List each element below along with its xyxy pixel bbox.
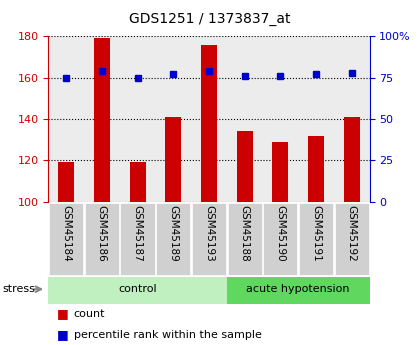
Text: GSM45192: GSM45192 [347,205,357,262]
Text: acute hypotension: acute hypotension [247,284,350,294]
Bar [120,36,155,202]
Bar [334,36,370,202]
FancyBboxPatch shape [48,277,227,304]
Bar [155,36,191,202]
Text: control: control [118,284,157,294]
Bar [191,36,227,202]
Text: GSM45186: GSM45186 [97,205,107,262]
FancyBboxPatch shape [156,203,190,275]
Bar [272,142,289,202]
Text: stress: stress [2,284,35,294]
FancyBboxPatch shape [263,203,297,275]
Bar [58,162,74,202]
Bar [236,131,253,202]
FancyBboxPatch shape [299,203,333,275]
Bar [308,136,324,202]
Bar [165,117,181,202]
Bar [298,36,334,202]
FancyBboxPatch shape [335,203,369,275]
Text: GDS1251 / 1373837_at: GDS1251 / 1373837_at [129,12,291,26]
Bar [84,36,120,202]
Bar [48,36,84,202]
Text: GSM45189: GSM45189 [168,205,178,262]
Bar [262,36,298,202]
Bar [227,36,262,202]
FancyBboxPatch shape [49,203,83,275]
Text: GSM45191: GSM45191 [311,205,321,262]
FancyBboxPatch shape [85,203,119,275]
Text: GSM45190: GSM45190 [276,205,285,262]
Text: GSM45193: GSM45193 [204,205,214,262]
Text: ■: ■ [57,328,68,341]
Bar [129,162,146,202]
Text: GSM45184: GSM45184 [61,205,71,262]
Text: GSM45187: GSM45187 [133,205,142,262]
FancyBboxPatch shape [192,203,226,275]
Text: percentile rank within the sample: percentile rank within the sample [74,330,261,339]
Bar [94,38,110,202]
FancyBboxPatch shape [121,203,155,275]
Text: GSM45188: GSM45188 [240,205,249,262]
Text: ■: ■ [57,307,68,321]
Bar [201,45,217,202]
Bar [344,117,360,202]
Text: count: count [74,309,105,319]
FancyBboxPatch shape [228,203,262,275]
FancyBboxPatch shape [227,277,370,304]
